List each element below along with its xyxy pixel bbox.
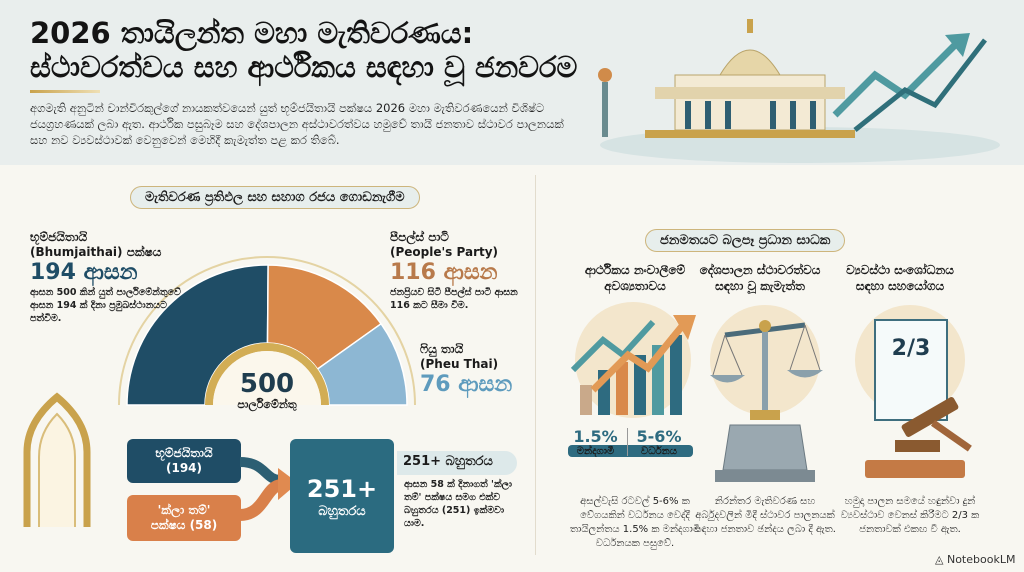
party-note: ආසන 500 කින් යුත් පාර්ලිමේන්තුවේ ආසන 194… <box>30 287 181 324</box>
party-seats: 76 ආසන <box>420 372 513 397</box>
factor-economy-title: ආර්ථිකය නංවාලීමේ අවශ්‍යතාවය <box>584 263 686 293</box>
factor-stability-desc: නිරන්තර මැතිවරණ සහ අර්බුදවලින් මිදී ස්ථා… <box>694 496 836 535</box>
party-name: භූම්ජයිතායි <box>30 230 88 244</box>
total-seats-caption: පාර්ලිමේන්තු <box>237 398 297 411</box>
factors-section-banner: ජනමතයට බලපෑ ප්‍රධාන සාධක <box>645 229 846 252</box>
notebooklm-brand: ◬ NotebookLM <box>935 553 1015 566</box>
stat-slow-growth: 1.5% මන්දගාමී <box>568 427 623 457</box>
party-peoples-label: පීපල්ස් පාටි (People's Party) 116 ආසන ජන… <box>390 230 520 312</box>
party-name: පීපල්ස් පාටි <box>390 230 449 244</box>
party-name: ෆියු තායි <box>420 342 464 356</box>
party-note: ජනප්‍රියව සිටි පීපල්ස් පාටි ආසන 116 කට ස… <box>390 287 518 311</box>
title-line-2: ස්ථාවරත්වය සහ ආර්ථිකය සඳහා වූ ජනවරම <box>30 50 578 84</box>
brand-name: NotebookLM <box>946 553 1016 566</box>
stat-label: වර්ධනය <box>641 446 677 457</box>
majority-value: 251+ <box>306 474 378 503</box>
coalition-party-seats: (194) <box>165 461 203 475</box>
majority-side-note: ආසන 58 ක් දිනාගත් 'ක්ලා තම්' පක්ෂය සමග එ… <box>404 479 513 529</box>
party-seats: 116 ආසන <box>390 260 498 285</box>
stat-value: 5-6% <box>636 427 682 446</box>
majority-caption: බහුතරය <box>318 503 366 519</box>
thai-arch-ornament <box>23 392 91 527</box>
stat-neighbor-growth: 5-6% වර්ධනය <box>630 427 688 457</box>
coalition-party-name: 'ක්ලා තම්' <box>157 503 211 517</box>
stat-divider <box>627 428 628 456</box>
results-section-banner: මැතිවරණ ප්‍රතිඵල සහ සහාග රජය ගොඩනැගීම <box>130 186 420 209</box>
balance-scale-icon <box>710 305 823 482</box>
coalition-bhumjaithai-box: භූම්ජයිතායි (194) <box>127 439 241 483</box>
party-pheuthai-label: ෆියු තායි (Pheu Thai) 76 ආසන <box>420 342 520 398</box>
factor-constitution-desc: හමුදා පාලන සමයේ හඳුන්වා දුන් ව්‍යවස්ථාව … <box>840 496 980 535</box>
party-name-en: (Pheu Thai) <box>420 357 499 371</box>
constitution-fraction: 2/3 <box>892 336 931 361</box>
coalition-party-name: භූම්ජයිතායි <box>155 446 213 460</box>
page-title: 2026 තායිලන්ත මහා මැතිවරණය: ස්ථාවරත්වය ස… <box>30 16 577 84</box>
party-bhumjaithai-label: භූම්ජයිතායි (Bhumjaithai) පක්ෂය 194 ආසන … <box>30 230 190 325</box>
total-seats-value: 500 <box>239 369 295 399</box>
coalition-party-seats: පක්ෂය (58) <box>150 518 218 532</box>
factor-economy-desc: අසල්වැසි රටවල් 5-6% ක වේගයකින් වර්ධනය වෙ… <box>569 496 701 549</box>
coalition-klatham-box: 'ක්ලා තම්' පක්ෂය (58) <box>127 495 241 541</box>
constitution-gavel-icon: 2/3 <box>855 305 972 478</box>
factor-constitution-title: ව්‍යවස්ථා සංශෝධනය සඳහා සහයෝගය <box>846 263 954 293</box>
factor-stability-title: දේශපාලන ස්ථාවරත්වය සඳහා වූ කැමැත්ත <box>699 263 821 293</box>
intro-paragraph: අගමැති අනුටින් චාන්විරකුල්ගේ නායකත්වයෙන්… <box>30 101 564 147</box>
donut-outer-ring <box>118 256 416 406</box>
title-underline <box>30 90 100 93</box>
total-seats-label: 500 පාර්ලිමේන්තු <box>204 370 330 412</box>
title-line-1: 2026 තායිලන්ත මහා මැතිවරණය: <box>30 16 474 50</box>
donut-gold-inner-ring <box>205 343 329 405</box>
stat-value: 1.5% <box>573 427 618 446</box>
economy-growth-chart-icon <box>568 302 696 457</box>
parliament-growth-illustration <box>598 19 1000 163</box>
party-seats: 194 ආසන <box>30 260 138 285</box>
majority-box: 251+ බහුතරය <box>290 439 394 553</box>
notebooklm-logo-icon: ◬ <box>935 553 947 566</box>
merge-arrow-icon <box>240 457 298 521</box>
party-name-en: (People's Party) <box>390 245 499 259</box>
party-name-en: (Bhumjaithai) පක්ෂය <box>30 245 162 259</box>
majority-side-title: 251+ බහුතරය <box>397 451 517 475</box>
section-divider <box>535 175 536 555</box>
seat-half-donut-chart <box>118 256 416 406</box>
donut-center <box>213 351 321 405</box>
stat-label: මන්දගාමී <box>576 446 615 457</box>
